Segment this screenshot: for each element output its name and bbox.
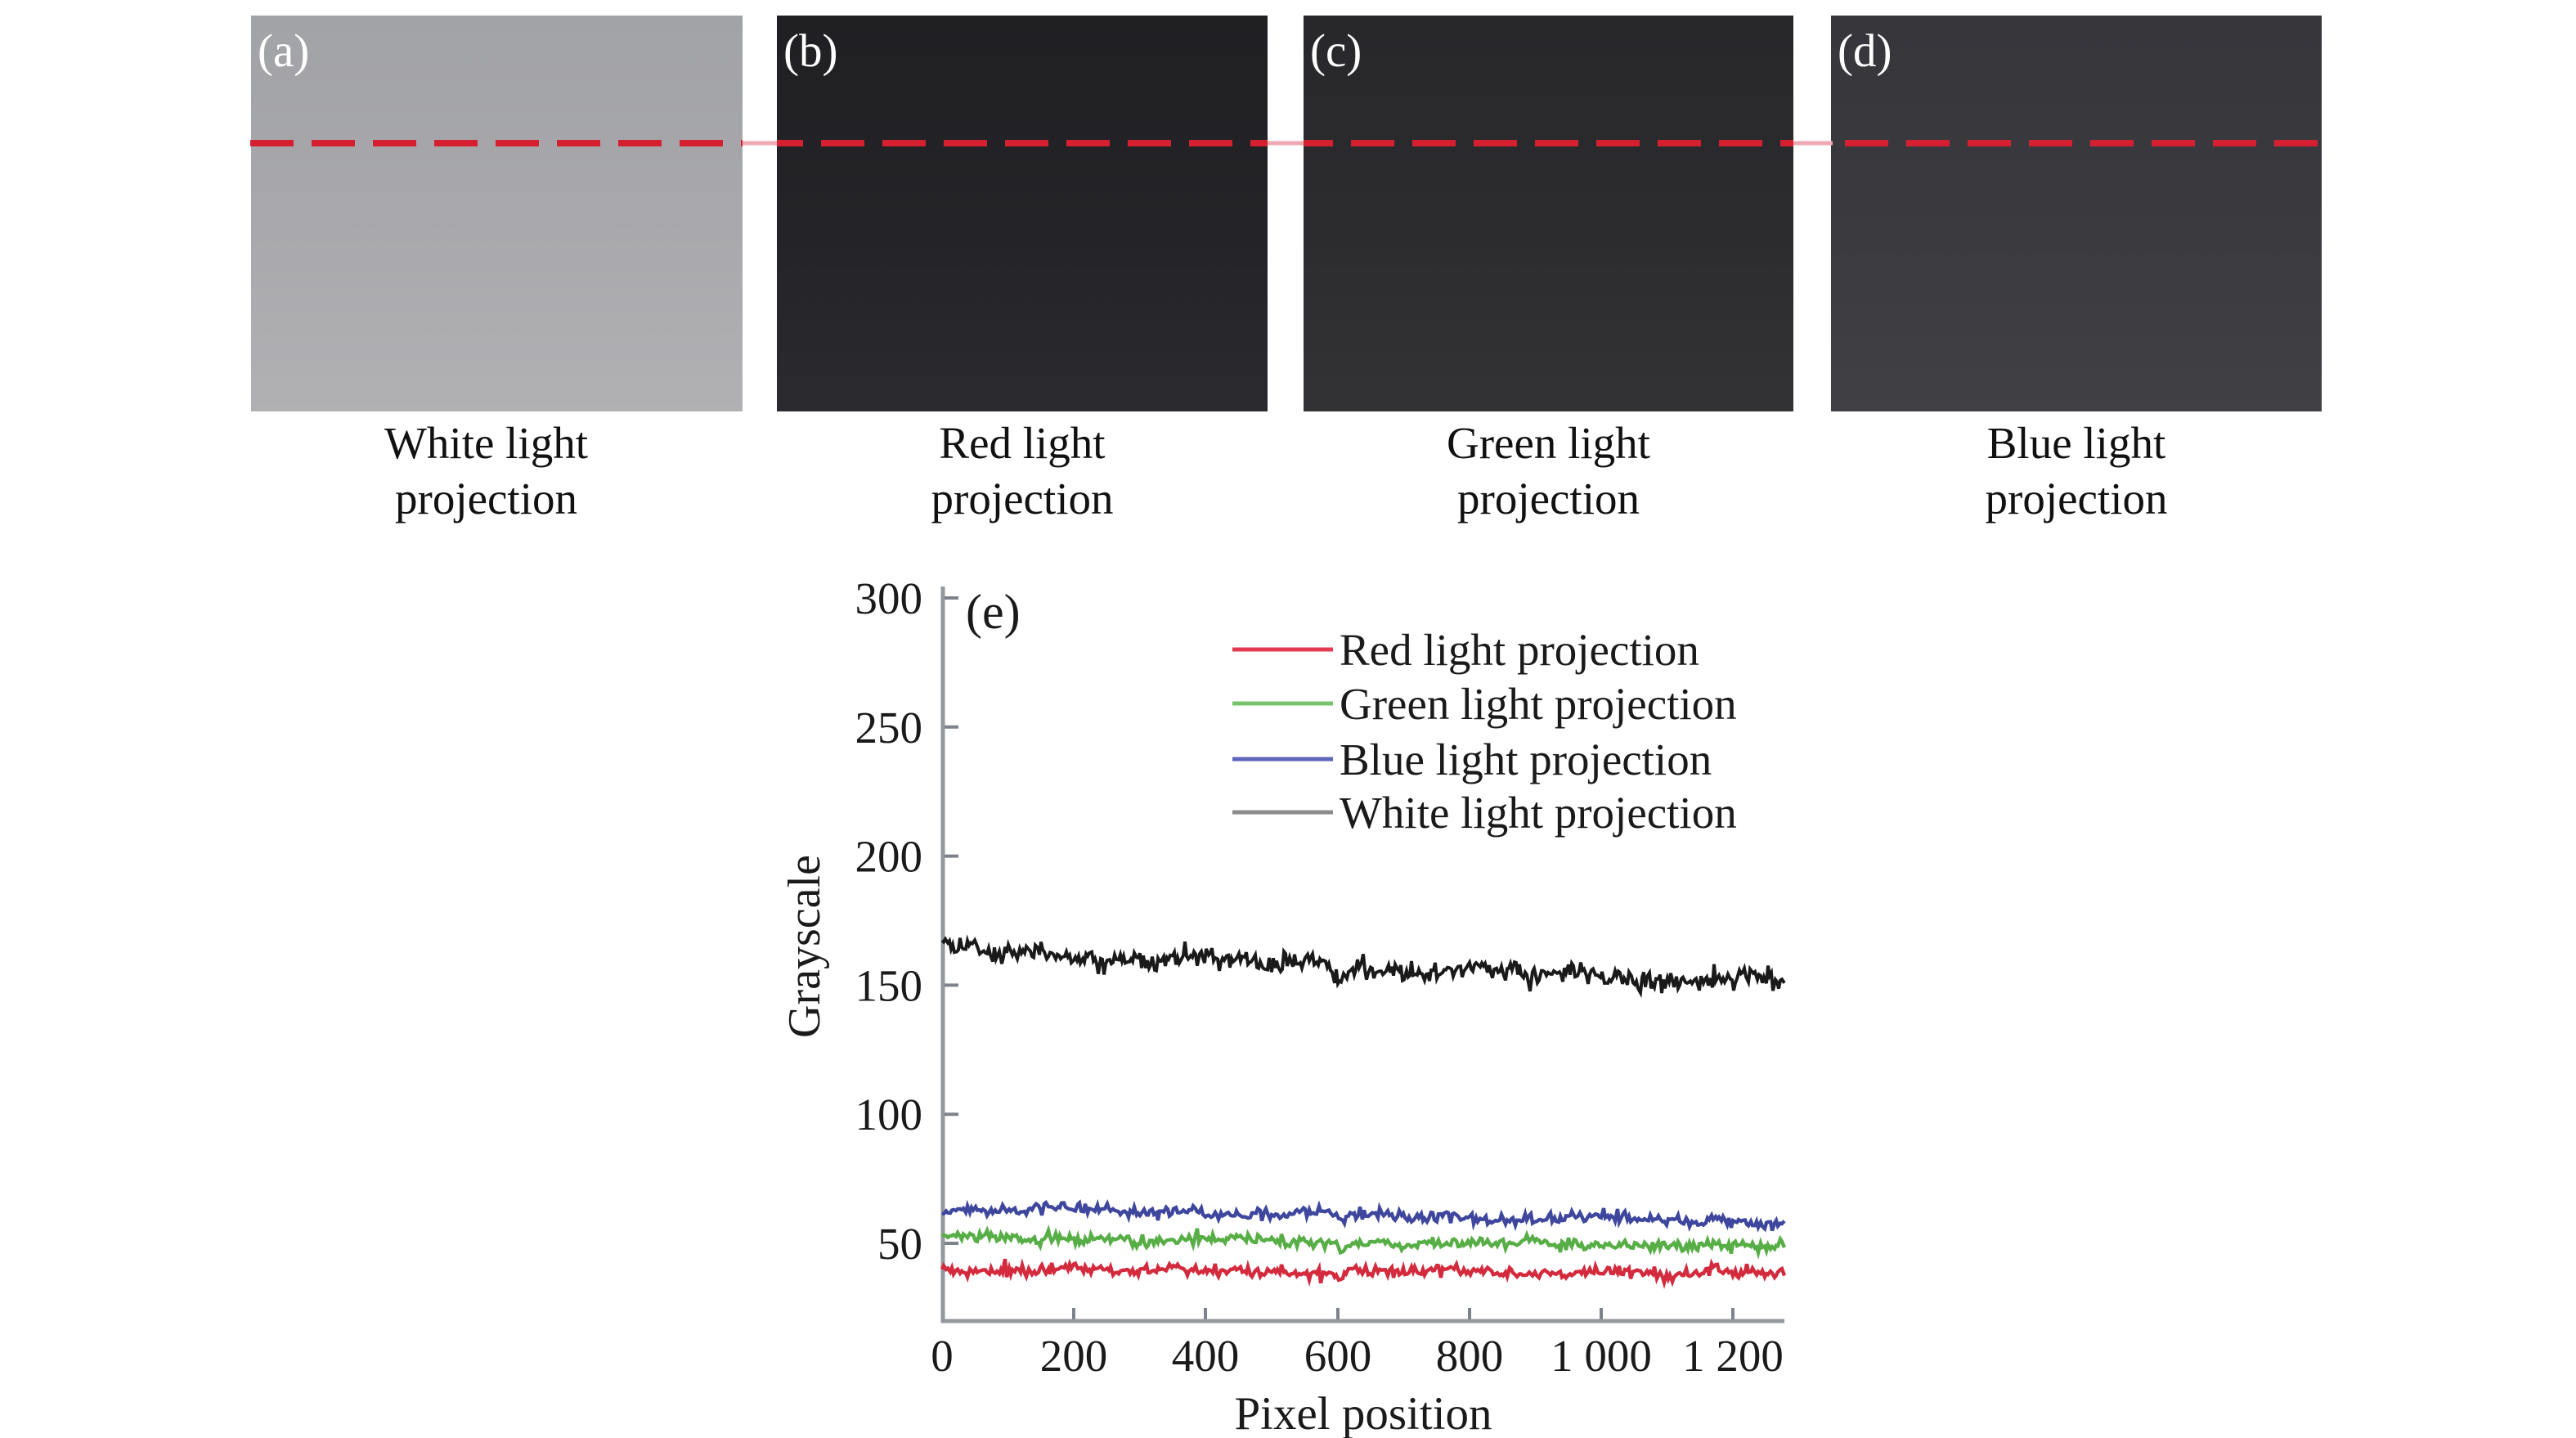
svg-text:150: 150 <box>855 960 923 1010</box>
svg-text:250: 250 <box>855 703 923 753</box>
svg-text:1 000: 1 000 <box>1551 1331 1652 1381</box>
svg-text:600: 600 <box>1304 1331 1372 1381</box>
svg-text:White light projection: White light projection <box>1340 788 1737 838</box>
svg-text:200: 200 <box>855 832 923 882</box>
svg-text:200: 200 <box>1040 1331 1108 1381</box>
svg-text:400: 400 <box>1172 1331 1240 1381</box>
svg-text:Red light projection: Red light projection <box>1340 625 1699 675</box>
svg-text:Grayscale: Grayscale <box>779 855 830 1038</box>
svg-text:Green light projection: Green light projection <box>1340 679 1737 729</box>
svg-text:100: 100 <box>855 1090 923 1139</box>
svg-text:0: 0 <box>931 1331 954 1381</box>
svg-text:300: 300 <box>855 573 923 623</box>
svg-text:Pixel position: Pixel position <box>1234 1388 1492 1438</box>
svg-text:800: 800 <box>1436 1331 1504 1381</box>
svg-text:(e): (e) <box>966 585 1021 639</box>
svg-text:1 200: 1 200 <box>1682 1331 1784 1381</box>
svg-text:Blue light projection: Blue light projection <box>1340 735 1712 784</box>
svg-text:50: 50 <box>877 1219 922 1269</box>
